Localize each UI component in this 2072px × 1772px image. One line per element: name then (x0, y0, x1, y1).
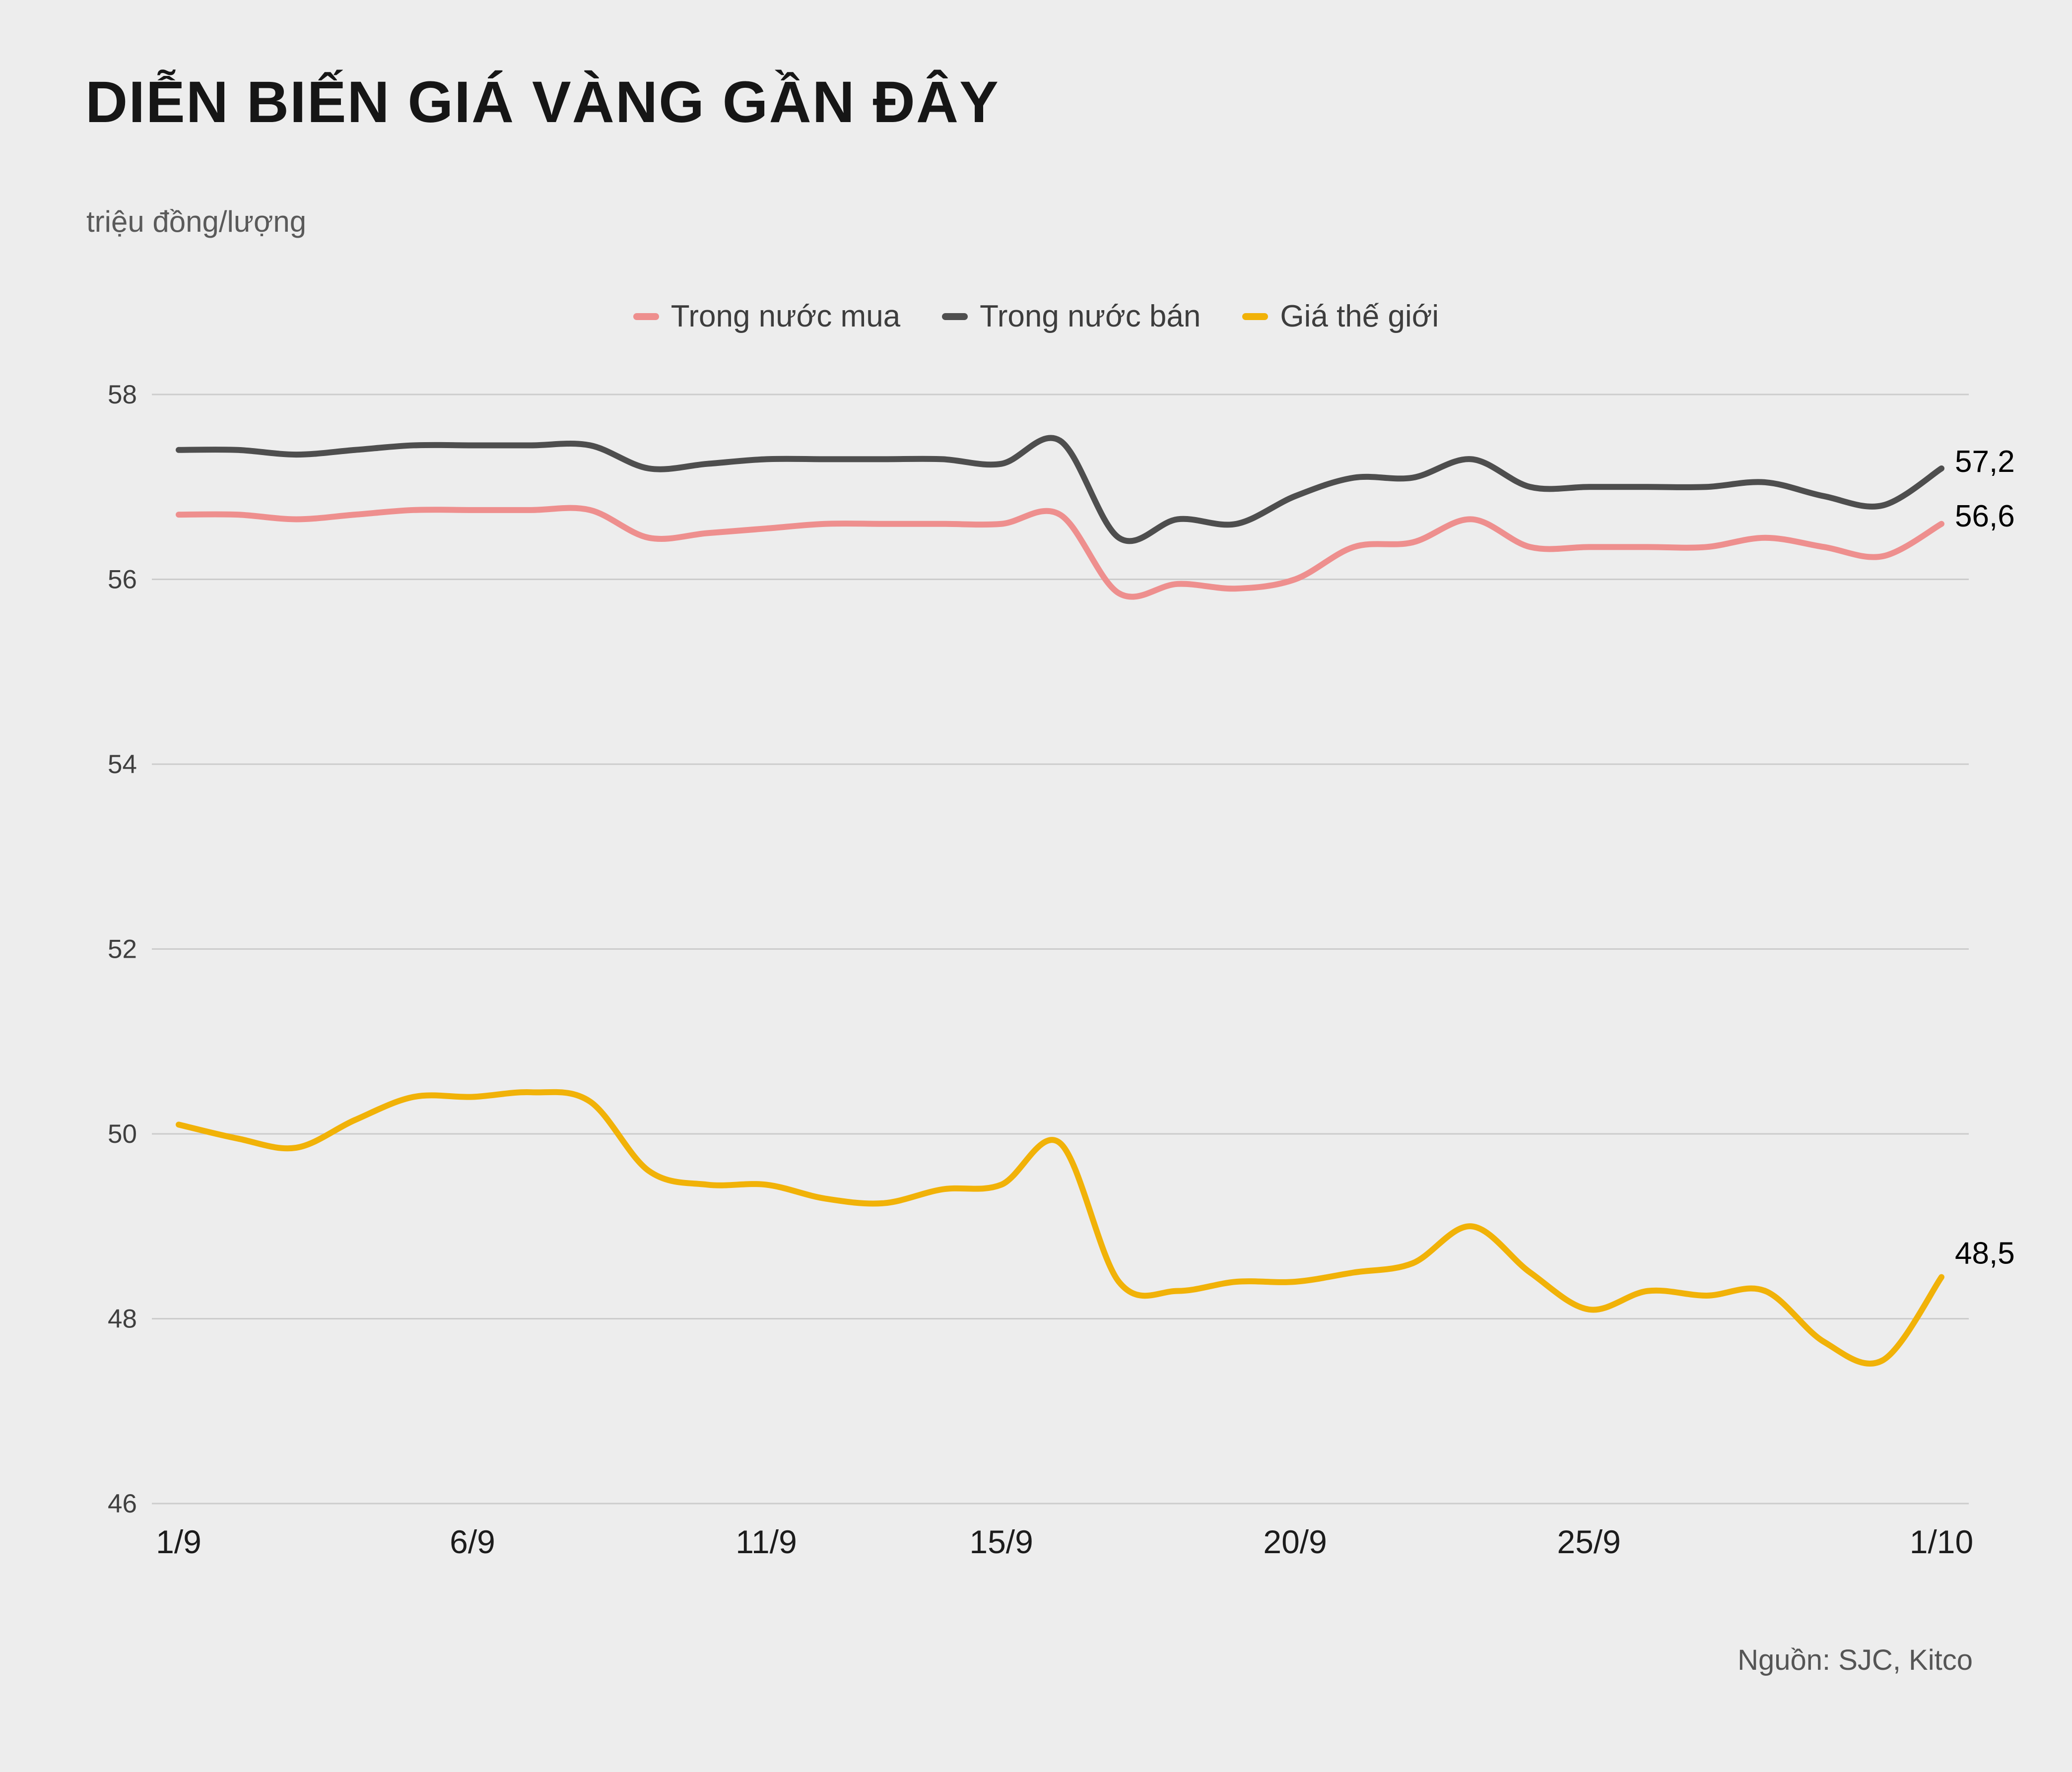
x-tick-label-25-9: 25/9 (1557, 1523, 1620, 1560)
x-tick-label-1-9: 1/9 (156, 1523, 201, 1560)
legend-label-mua: Trong nước mua (670, 299, 901, 333)
x-tick-label-6-9: 6/9 (450, 1523, 495, 1560)
y-tick-label-58: 58 (108, 380, 137, 409)
legend-swatch-mua (633, 313, 659, 320)
end-value-label-1: 57,2 (1955, 445, 2015, 479)
y-tick-label-54: 54 (108, 750, 137, 779)
legend-item-trong-nuoc-ban: Trong nước bán (942, 299, 1201, 334)
legend-label-the-gioi: Giá thế giới (1280, 299, 1439, 333)
legend-swatch-the-gioi (1242, 313, 1269, 320)
x-tick-label-11-9: 11/9 (735, 1523, 797, 1560)
y-tick-label-56: 56 (108, 565, 137, 594)
y-tick-label-46: 46 (108, 1489, 137, 1518)
legend-swatch-ban (942, 313, 968, 320)
page-title: DIỄN BIẾN GIÁ VÀNG GẦN ĐÂY (85, 69, 1000, 135)
x-tick-label-15-9: 15/9 (969, 1523, 1033, 1560)
y-tick-label-50: 50 (108, 1119, 137, 1149)
source-credit: Nguồn: SJC, Kitco (1738, 1644, 1973, 1676)
end-value-label-2: 48,5 (1955, 1237, 2015, 1271)
axis-unit-label: triệu đồng/lượng (86, 205, 307, 238)
series-line-1 (176, 435, 1944, 544)
series-line-0 (176, 505, 1944, 600)
series-line-2 (176, 1089, 1944, 1367)
end-value-label-0: 56,6 (1955, 499, 2015, 533)
legend-label-ban: Trong nước bán (980, 299, 1201, 333)
legend-item-gia-the-gioi: Giá thế giới (1242, 299, 1439, 334)
x-tick-label-1-10: 1/10 (1910, 1523, 1973, 1560)
legend-item-trong-nuoc-mua: Trong nước mua (633, 299, 900, 334)
chart-legend: Trong nước mua Trong nước bán Giá thế gi… (0, 299, 2072, 334)
x-tick-label-20-9: 20/9 (1263, 1523, 1327, 1560)
y-tick-label-52: 52 (108, 935, 137, 964)
y-tick-label-48: 48 (108, 1305, 137, 1334)
